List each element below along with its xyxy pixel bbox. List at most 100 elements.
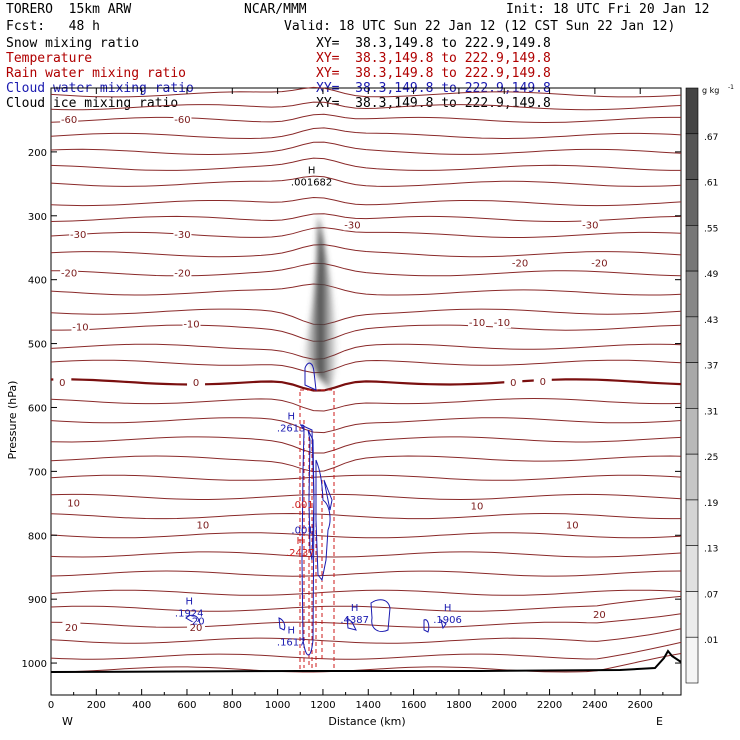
isotherm-line: [50, 101, 682, 111]
isotherm-line: [50, 613, 682, 628]
maximum-marker: H: [297, 536, 305, 547]
maximum-value: .2613: [277, 423, 306, 434]
isotherm-label-bg: [468, 317, 487, 329]
isotherm-label-bg: [173, 267, 192, 279]
maximum-value: .001: [291, 526, 313, 537]
isotherm-label: -20: [61, 268, 77, 279]
axes-layer: 0 200 400 600 800 1000 1200 1400 1600 1800 2000 220…: [22, 88, 681, 711]
colorbar-swatch: [685, 636, 699, 684]
isotherm-label-bg: [62, 621, 81, 633]
isotherm-label: -30: [70, 230, 86, 241]
y-tick-label: 700: [28, 467, 47, 478]
isotherm-line: [50, 595, 682, 612]
colorbar-label: .31: [704, 407, 718, 417]
maximum-value: .1617: [277, 637, 306, 648]
isotherm-label: 20: [190, 623, 203, 634]
plot-frame: [50, 87, 682, 696]
isotherm-line: [50, 378, 682, 392]
isotherm-label-bg: [581, 219, 600, 231]
isotherm-line: [50, 262, 682, 277]
isotherm-line: [50, 474, 682, 481]
colorbar-swatch: [685, 87, 699, 135]
field-xy: XY= 38.3,149.8 to 222.9,149.8: [316, 36, 551, 51]
colorbar-swatch: [685, 453, 699, 501]
contour-label: 20: [192, 617, 205, 628]
colorbar: .01 .07 .13 .19 .25 .31 .37 .43 .49 .55 .61 .67 g kg…: [685, 84, 734, 684]
isotherm-label-bg: [182, 318, 201, 330]
y-tick-label: 500: [28, 340, 47, 351]
isotherm-line: [50, 512, 681, 520]
x-tick-label: 2600: [627, 700, 652, 711]
isotherm-label: -60: [61, 115, 77, 126]
cloud-water-contours: [185, 362, 447, 656]
isotherm-label-bg: [64, 497, 83, 509]
field-xy: XY= 38.3,149.8 to 222.9,149.8: [316, 51, 551, 66]
isotherm-line: [50, 493, 682, 501]
isotherm-label-bg: [60, 267, 79, 279]
isotherm-line: [50, 628, 682, 644]
colorbar-label: .13: [704, 545, 718, 555]
labels-layer: -60 -60-30 -30-30 -30-20 -20-20 -20-10 -10 -10-…: [53, 113, 609, 648]
colorbar-swatch: [685, 225, 699, 272]
colorbar-swatch: [685, 270, 699, 318]
colorbar-label: .07: [704, 590, 718, 600]
maximum-value: .001: [291, 500, 313, 511]
x-axis-label: Distance (km): [328, 715, 405, 728]
isotherm-line: [50, 455, 682, 473]
field-name: Snow mixing ratio: [6, 36, 140, 51]
maximum-marker: H: [287, 625, 295, 636]
colorbar-label: .55: [704, 224, 718, 234]
isotherm-label: 10: [67, 498, 80, 509]
terrain-line: [50, 649, 682, 673]
colorbar-swatch: [685, 408, 699, 455]
snow-shading: [303, 215, 338, 390]
colorbar-label: .67: [704, 133, 718, 143]
colorbar-swatch: [685, 499, 699, 546]
isotherm-line: [50, 532, 682, 539]
isotherm-line: [50, 157, 681, 171]
isotherm-label-bg: [533, 375, 552, 387]
isotherm-line: [50, 213, 682, 222]
field-name: Temperature: [6, 51, 93, 66]
colorbar-swatch: [685, 316, 699, 363]
isotherm-label-bg: [187, 621, 206, 633]
isotherm-label: -60: [174, 115, 190, 126]
maximum-value: .001682: [291, 177, 332, 188]
x-end-label-left: W: [62, 715, 73, 728]
isotherm-label-bg: [187, 377, 206, 389]
isotherm-line: [50, 359, 682, 374]
x-tick-label: 2400: [582, 700, 607, 711]
isotherm-label-bg: [504, 377, 523, 389]
isotherm-label: 10: [471, 502, 484, 513]
maximum-marker: H: [308, 165, 316, 176]
isotherm-label-bg: [563, 519, 582, 531]
isotherm-line: [50, 244, 682, 258]
y-tick-label: 400: [28, 276, 47, 287]
isotherm-line: [50, 343, 682, 360]
valid-time: Valid: 18 UTC Sun 22 Jan 12 (12 CST Sun …: [284, 19, 676, 34]
maximum-value: .1924: [175, 609, 204, 620]
isotherm-label-bg: [71, 321, 90, 333]
isotherm-line: [50, 113, 681, 124]
x-tick-label: 0: [48, 700, 54, 711]
colorbar-swatch: [685, 545, 699, 592]
isotherm-line: [50, 196, 682, 207]
colorbar-label: .01: [704, 636, 718, 646]
isotherm-label-bg: [173, 113, 192, 125]
isotherm-label: 0: [59, 378, 65, 389]
maximum-marker: H: [444, 603, 452, 614]
y-tick-label: 900: [28, 595, 47, 606]
isotherm-label-bg: [53, 377, 72, 389]
field-name: Cloud water mixing ratio: [6, 81, 194, 96]
isotherm-line: [50, 551, 682, 558]
isotherm-line: [50, 589, 682, 596]
isotherm-label: -30: [174, 230, 190, 241]
x-tick-label: 600: [177, 700, 196, 711]
x-tick-label: 800: [223, 700, 242, 711]
colorbar-label: .49: [704, 270, 719, 280]
isotherm-label: 0: [193, 378, 199, 389]
isotherm-line: [50, 397, 682, 412]
isotherm-label: 20: [593, 610, 606, 621]
isotherm-line: [50, 436, 682, 454]
isotherm-label-bg: [511, 257, 530, 269]
